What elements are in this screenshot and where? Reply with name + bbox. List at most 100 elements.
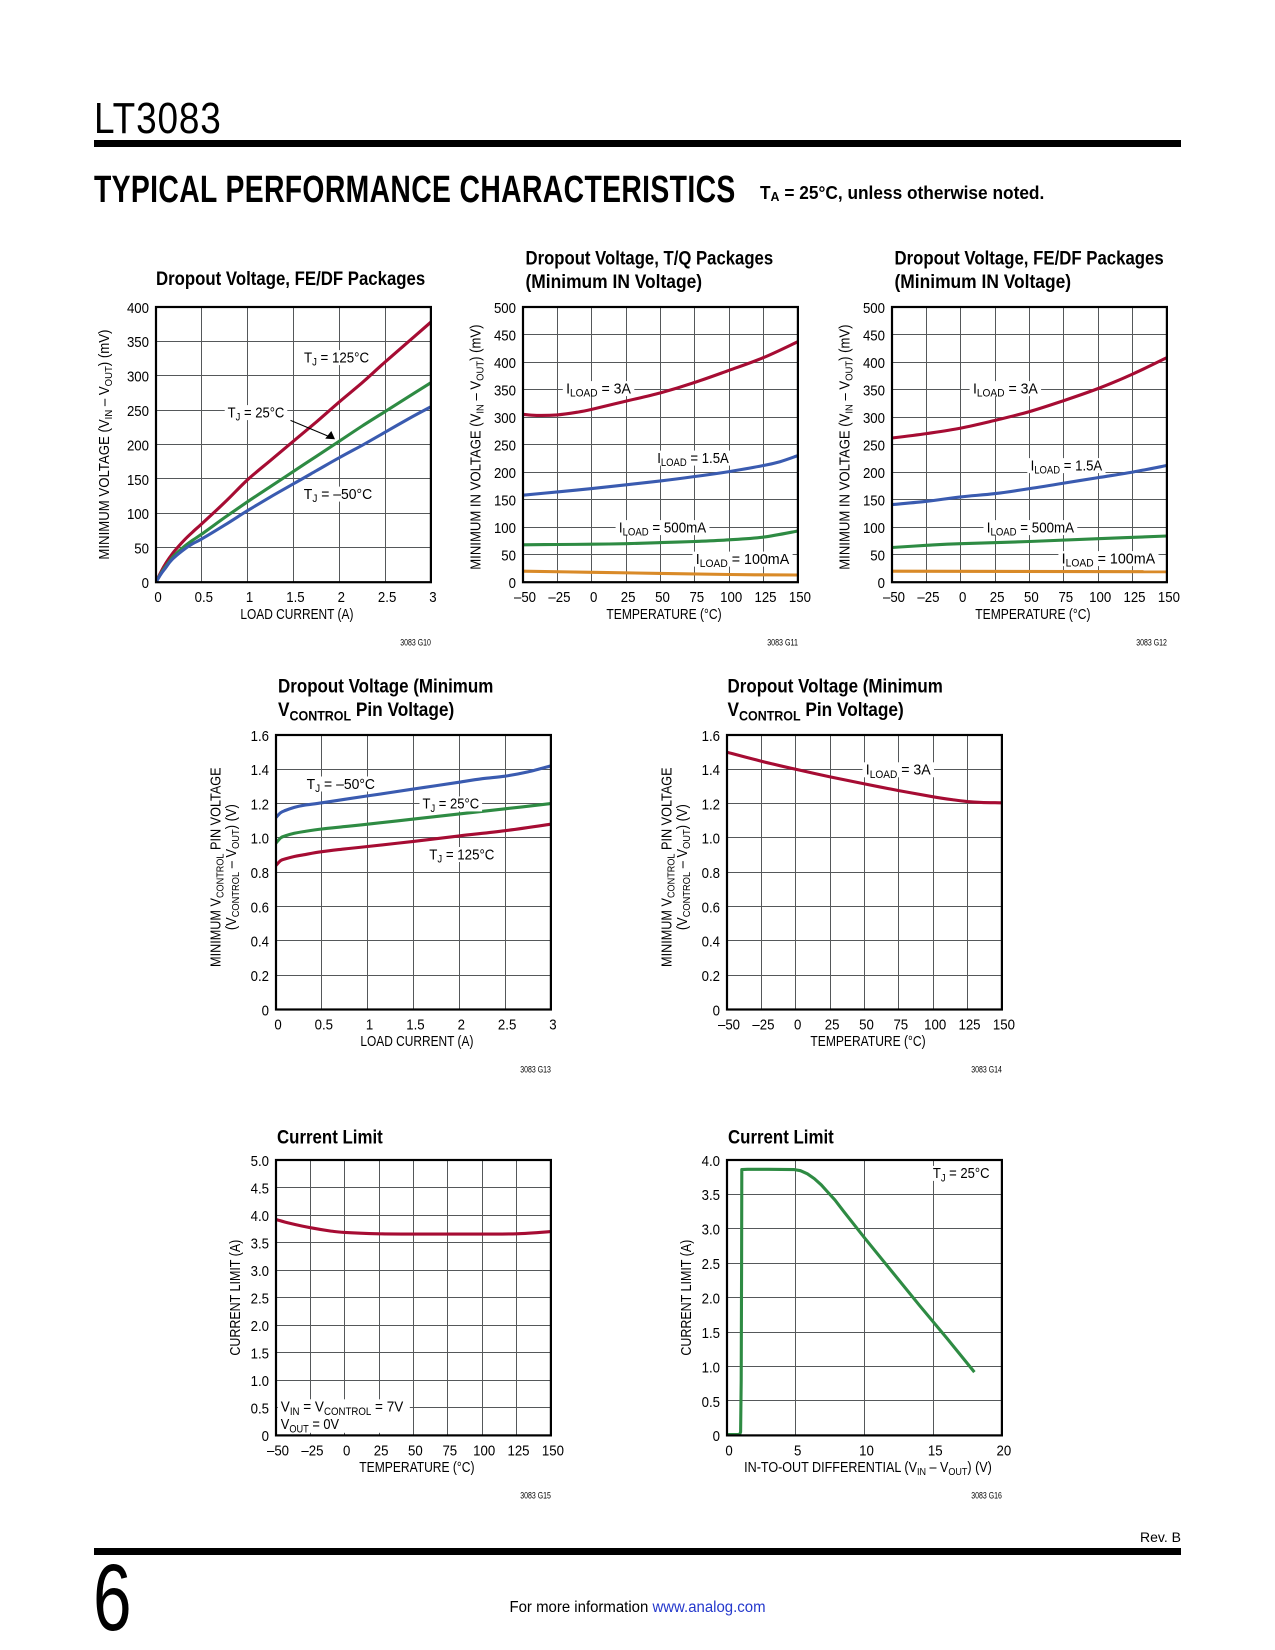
svg-text:500: 500 [493,300,515,317]
svg-text:150: 150 [993,1017,1015,1034]
svg-text:4.0: 4.0 [701,1153,719,1170]
svg-text:TJ = 125°C: TJ = 125°C [303,350,368,369]
svg-text:3.5: 3.5 [251,1236,269,1253]
svg-text:0: 0 [262,1003,269,1020]
svg-text:150: 150 [493,493,515,510]
svg-text:3083 G14: 3083 G14 [971,1065,1002,1075]
svg-text:0: 0 [794,1017,801,1034]
svg-text:25: 25 [989,589,1004,606]
svg-text:1.0: 1.0 [251,1374,269,1391]
svg-text:2.0: 2.0 [701,1291,719,1308]
svg-text:1: 1 [245,589,252,606]
svg-text:50: 50 [134,541,149,558]
svg-text:3083 G16: 3083 G16 [971,1491,1002,1501]
svg-text:0: 0 [343,1443,350,1460]
svg-text:2.5: 2.5 [377,589,395,606]
svg-text:1.2: 1.2 [251,797,269,814]
svg-text:300: 300 [863,410,885,427]
svg-text:LOAD CURRENT (A): LOAD CURRENT (A) [240,606,353,622]
svg-text:3083 G12: 3083 G12 [1136,638,1167,648]
svg-text:0: 0 [141,575,148,592]
svg-text:150: 150 [1157,589,1179,606]
svg-text:Dropout Voltage (Minimum: Dropout Voltage (Minimum [278,676,493,697]
svg-text:ILOAD = 3A: ILOAD = 3A [566,381,631,400]
svg-text:ILOAD = 3A: ILOAD = 3A [866,762,931,781]
svg-text:400: 400 [126,300,148,317]
svg-text:Current Limit: Current Limit [728,1127,834,1148]
svg-text:MINIMUM VOLTAGE (VIN – VOUT) (: MINIMUM VOLTAGE (VIN – VOUT) (mV) [96,330,115,560]
svg-text:50: 50 [655,589,670,606]
svg-text:VCONTROL Pin Voltage): VCONTROL Pin Voltage) [727,699,903,723]
svg-text:–25: –25 [302,1443,324,1460]
svg-text:300: 300 [126,369,148,386]
svg-text:2: 2 [337,589,344,606]
svg-text:5: 5 [794,1443,801,1460]
svg-text:Dropout Voltage, FE/DF Package: Dropout Voltage, FE/DF Packages [156,268,425,289]
svg-text:4.0: 4.0 [251,1208,269,1225]
svg-text:ILOAD = 1.5A: ILOAD = 1.5A [657,449,729,469]
svg-text:0.5: 0.5 [315,1017,333,1034]
svg-text:250: 250 [126,403,148,420]
svg-text:–50: –50 [513,589,535,606]
svg-text:0: 0 [877,575,884,592]
svg-text:ILOAD = 1.5A: ILOAD = 1.5A [1030,457,1102,477]
svg-text:TEMPERATURE (°C): TEMPERATURE (°C) [810,1033,925,1049]
svg-text:0.2: 0.2 [701,968,719,985]
svg-text:75: 75 [689,589,704,606]
svg-text:MINIMUM VCONTROL PIN VOLTAGE: MINIMUM VCONTROL PIN VOLTAGE [208,768,227,968]
svg-text:200: 200 [863,465,885,482]
svg-text:125: 125 [508,1443,530,1460]
svg-text:0.5: 0.5 [701,1394,719,1411]
svg-text:100: 100 [924,1017,946,1034]
svg-text:1.5: 1.5 [286,589,304,606]
svg-text:TEMPERATURE (°C): TEMPERATURE (°C) [606,606,721,622]
svg-text:0: 0 [590,589,597,606]
svg-text:0: 0 [275,1017,282,1034]
svg-text:1.2: 1.2 [701,797,719,814]
svg-text:0: 0 [725,1443,732,1460]
svg-text:0.5: 0.5 [194,589,212,606]
svg-text:TEMPERATURE (°C): TEMPERATURE (°C) [975,606,1090,622]
svg-text:Dropout Voltage, T/Q Packages: Dropout Voltage, T/Q Packages [525,247,773,268]
svg-text:VOUT = 0V: VOUT = 0V [281,1415,340,1436]
svg-text:50: 50 [1024,589,1039,606]
svg-text:(VCONTROL – VOUT) (V): (VCONTROL – VOUT) (V) [224,804,243,930]
svg-text:100: 100 [1089,589,1111,606]
svg-text:0: 0 [154,589,161,606]
svg-text:15: 15 [928,1443,943,1460]
svg-text:1.0: 1.0 [251,831,269,848]
svg-text:75: 75 [893,1017,908,1034]
svg-text:CURRENT LIMIT (A): CURRENT LIMIT (A) [227,1240,243,1356]
svg-text:2.0: 2.0 [251,1319,269,1336]
svg-text:350: 350 [126,334,148,351]
svg-text:500: 500 [863,300,885,317]
svg-text:ILOAD = 100mA: ILOAD = 100mA [1061,551,1155,570]
svg-text:100: 100 [720,589,742,606]
svg-text:1.0: 1.0 [701,1360,719,1377]
svg-text:3083 G15: 3083 G15 [520,1491,551,1501]
svg-text:(Minimum IN Voltage): (Minimum IN Voltage) [894,270,1071,292]
svg-text:50: 50 [501,548,516,565]
svg-text:1.5: 1.5 [406,1017,424,1034]
svg-text:0: 0 [959,589,966,606]
svg-text:200: 200 [493,465,515,482]
svg-text:75: 75 [1058,589,1073,606]
svg-text:ILOAD = 500mA: ILOAD = 500mA [986,520,1074,539]
svg-text:250: 250 [493,438,515,455]
svg-text:300: 300 [493,410,515,427]
svg-text:25: 25 [620,589,635,606]
svg-text:3.5: 3.5 [701,1188,719,1205]
svg-text:450: 450 [863,328,885,345]
svg-text:(Minimum IN Voltage): (Minimum IN Voltage) [525,270,702,292]
svg-text:250: 250 [863,438,885,455]
svg-text:400: 400 [493,355,515,372]
svg-text:(VCONTROL – VOUT) (V): (VCONTROL – VOUT) (V) [674,804,693,930]
svg-text:2.5: 2.5 [498,1017,516,1034]
svg-text:–25: –25 [548,589,570,606]
svg-text:ILOAD = 100mA: ILOAD = 100mA [695,552,789,571]
svg-text:2: 2 [458,1017,465,1034]
svg-text:–50: –50 [267,1443,289,1460]
svg-text:1.0: 1.0 [701,831,719,848]
svg-text:TJ = 25°C: TJ = 25°C [423,795,480,815]
svg-text:0.6: 0.6 [251,900,269,917]
